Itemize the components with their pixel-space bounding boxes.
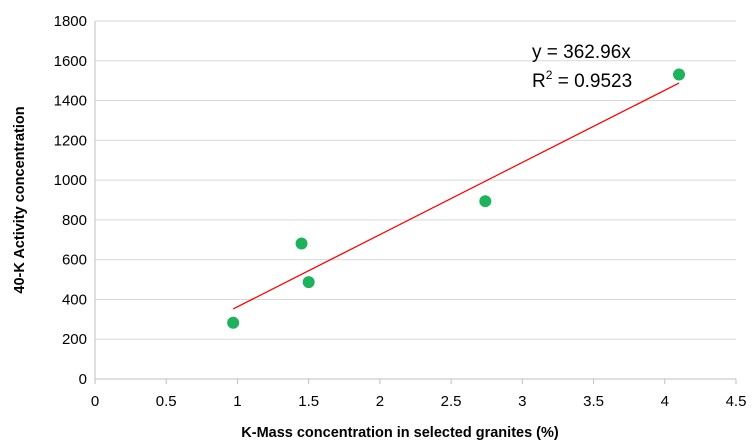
data-point-0-1 <box>295 237 308 250</box>
y-tick-labels: 0 200 400 600 800 1000 1200 1400 1600 1800 <box>54 13 87 388</box>
data-point-0-4 <box>673 68 686 81</box>
data-point-0-2 <box>302 276 315 289</box>
x-tick-label-3: 1.5 <box>298 393 319 410</box>
r2-superscript: 2 <box>546 68 553 82</box>
trendline-r-squared: R2 = 0.9523 <box>532 68 632 92</box>
y-tick-label-1: 200 <box>62 331 87 348</box>
r2-prefix: R <box>532 71 546 92</box>
x-tick-label-0: 0 <box>91 393 99 410</box>
x-tick-labels: 0 0.5 1 1.5 2 2.5 3 3.5 4 4.5 <box>91 393 747 410</box>
r2-value: = 0.9523 <box>552 71 632 92</box>
x-tick-label-1: 0.5 <box>156 393 177 410</box>
data-point-0-0 <box>227 316 240 329</box>
gridlines <box>95 20 736 340</box>
x-axis-title: K-Mass concentration in selected granite… <box>241 425 559 441</box>
y-axis-title: 40-K Activity concentration <box>12 106 28 293</box>
y-tick-label-5: 1000 <box>54 172 87 189</box>
x-tick-label-4: 2 <box>376 393 384 410</box>
y-tick-label-6: 1200 <box>54 132 87 149</box>
axes <box>94 21 737 384</box>
y-tick-label-9: 1800 <box>54 13 87 30</box>
trendline-equation: y = 362.96x <box>532 42 631 63</box>
x-tick-label-8: 4 <box>661 393 669 410</box>
y-tick-label-3: 600 <box>62 252 87 269</box>
trendline-group <box>232 82 680 310</box>
data-points <box>227 68 686 329</box>
data-point-0-3 <box>479 195 492 208</box>
y-tick-label-8: 1600 <box>54 53 87 70</box>
x-tick-label-5: 2.5 <box>441 393 462 410</box>
y-tick-label-7: 1400 <box>54 93 87 110</box>
x-tick-label-7: 3.5 <box>583 393 604 410</box>
x-tick-label-2: 1 <box>233 393 241 410</box>
x-tick-label-9: 4.5 <box>726 393 747 410</box>
y-tick-label-4: 800 <box>62 212 87 229</box>
y-tick-label-0: 0 <box>79 371 87 388</box>
y-tick-label-2: 400 <box>62 291 87 308</box>
trendline <box>232 82 680 310</box>
x-tick-label-6: 3 <box>518 393 526 410</box>
